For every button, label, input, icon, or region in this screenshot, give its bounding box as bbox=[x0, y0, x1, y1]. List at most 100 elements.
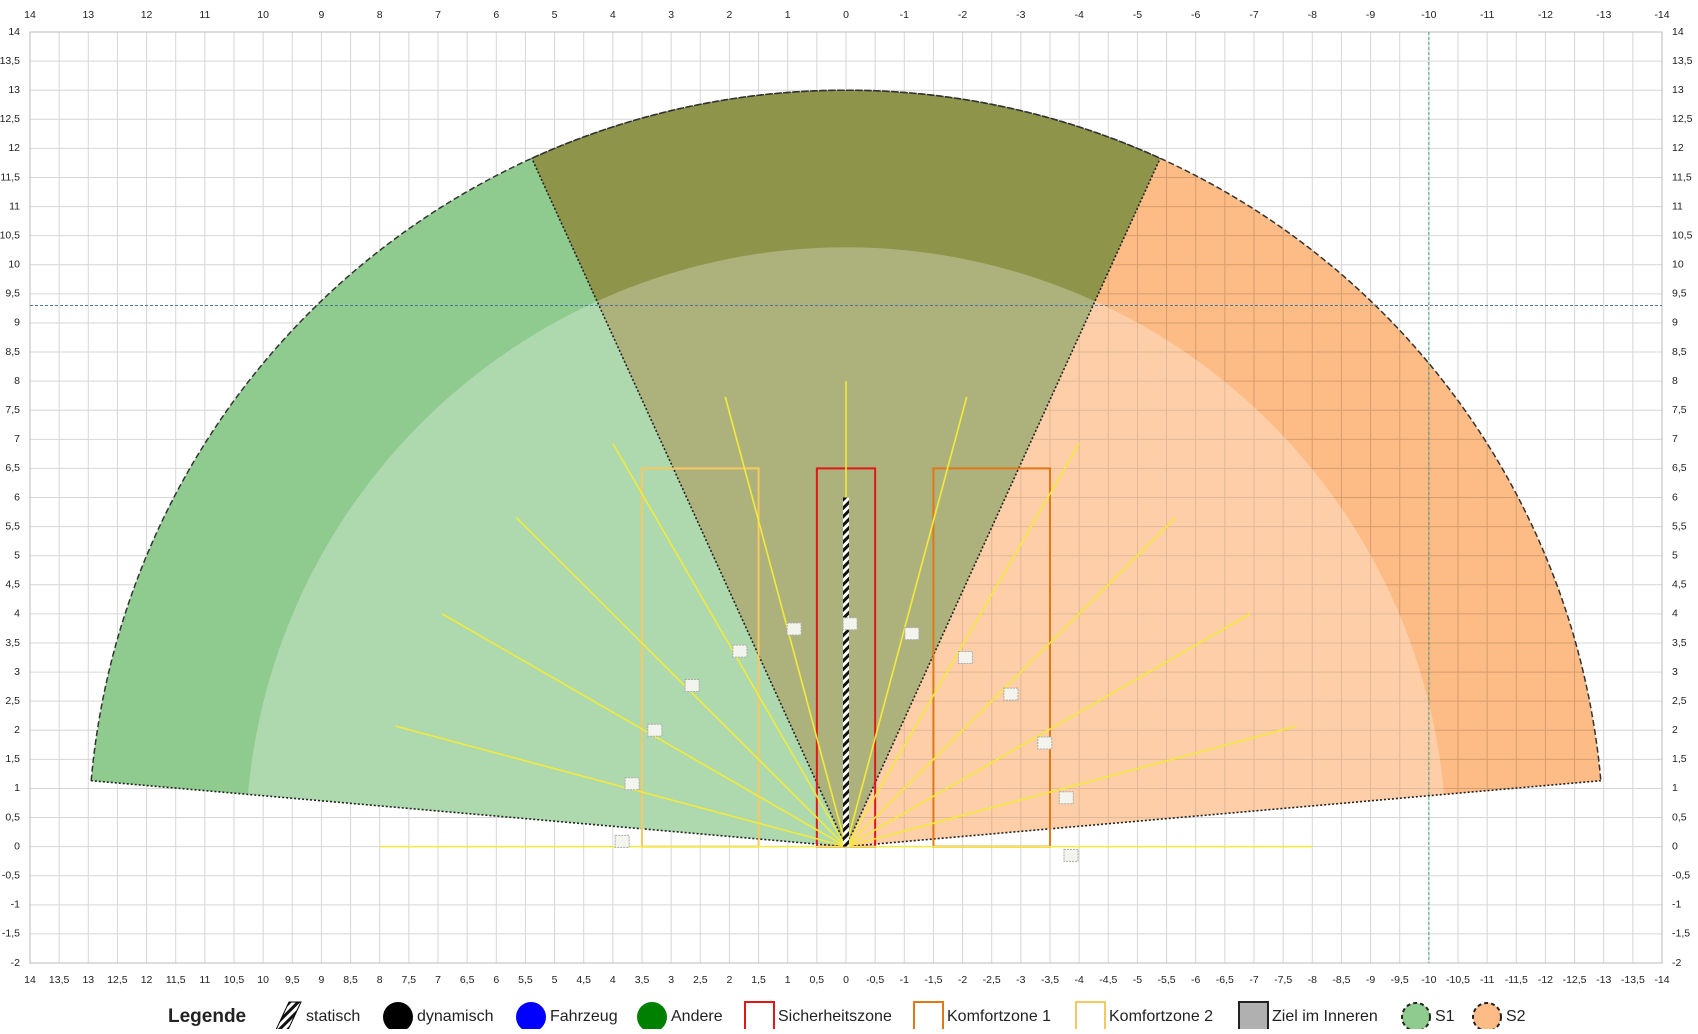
legend-icon bbox=[516, 1002, 546, 1032]
y-tick-label: 12,5 bbox=[0, 113, 20, 125]
y-tick-label-right: 13 bbox=[1672, 84, 1684, 96]
x-tick-label: -14 bbox=[1654, 974, 1669, 986]
target bbox=[647, 723, 663, 737]
y-tick-label-right: 12,5 bbox=[1672, 113, 1693, 125]
x-tick-label-top: 8 bbox=[377, 9, 383, 21]
x-tick-label: -10 bbox=[1421, 974, 1436, 986]
y-tick-label: 13 bbox=[8, 84, 20, 96]
x-tick-label: -3,5 bbox=[1041, 974, 1059, 986]
legend-item: statisch bbox=[274, 1001, 360, 1033]
x-tick-label: -11,5 bbox=[1505, 974, 1528, 986]
y-tick-label: 9 bbox=[14, 317, 20, 329]
y-tick-label: 3,5 bbox=[5, 637, 20, 649]
target bbox=[904, 627, 920, 641]
legend-item: Sicherheitszone bbox=[744, 1001, 892, 1032]
y-tick-label-right: -1,5 bbox=[1672, 928, 1690, 940]
x-tick-label: 6,5 bbox=[460, 974, 475, 986]
y-tick-label: -1,5 bbox=[2, 928, 20, 940]
y-tick-label: 6,5 bbox=[5, 462, 20, 474]
y-tick-label-right: 3,5 bbox=[1672, 637, 1687, 649]
x-tick-label-top: 13 bbox=[82, 9, 94, 21]
sensor-ray bbox=[845, 725, 1297, 848]
y-tick-label-right: 1,5 bbox=[1672, 753, 1687, 765]
legend-icon bbox=[274, 1001, 302, 1033]
y-tick-label: 2 bbox=[14, 724, 20, 736]
x-tick-label: -12 bbox=[1538, 974, 1553, 986]
x-tick-label: -8,5 bbox=[1332, 974, 1350, 986]
y-tick-label: 7,5 bbox=[5, 404, 20, 416]
x-tick-label-top: -7 bbox=[1249, 9, 1258, 21]
legend-icon bbox=[1238, 1001, 1269, 1032]
x-tick-label-top: 1 bbox=[785, 9, 791, 21]
x-tick-label: 2 bbox=[727, 974, 733, 986]
y-tick-label: 9,5 bbox=[5, 288, 20, 300]
y-tick-label: 8,5 bbox=[5, 346, 20, 358]
x-tick-label: -5 bbox=[1133, 974, 1142, 986]
legend-item: Ziel im Inneren bbox=[1238, 1001, 1378, 1032]
y-tick-label-right: -0,5 bbox=[1672, 870, 1690, 882]
legend-item: Komfortzone 1 bbox=[913, 1001, 1051, 1032]
x-tick-label: -13,5 bbox=[1621, 974, 1645, 986]
x-tick-label: 0,5 bbox=[810, 974, 825, 986]
x-tick-label: -9,5 bbox=[1391, 974, 1409, 986]
target bbox=[1058, 791, 1074, 805]
sensor-sector bbox=[531, 90, 1601, 847]
y-tick-label-right: 12 bbox=[1672, 142, 1684, 154]
x-tick-label: 3,5 bbox=[635, 974, 650, 986]
y-tick-label-right: 5 bbox=[1672, 549, 1678, 561]
legend-icon bbox=[637, 1002, 667, 1032]
x-tick-label-top: 14 bbox=[24, 9, 36, 21]
x-tick-label-top: -11 bbox=[1480, 9, 1495, 21]
sensor-ray bbox=[441, 613, 847, 848]
y-tick-label: 2,5 bbox=[5, 695, 20, 707]
x-tick-label-top: -3 bbox=[1016, 9, 1025, 21]
y-tick-label: 8 bbox=[14, 375, 20, 387]
x-tick-label: -4,5 bbox=[1099, 974, 1117, 986]
x-tick-label: 4 bbox=[610, 974, 616, 986]
sensor-ray bbox=[845, 443, 1080, 848]
y-tick-label: 14 bbox=[8, 26, 20, 38]
x-tick-label: -0,5 bbox=[866, 974, 884, 986]
legend-label: Komfortzone 1 bbox=[947, 1008, 1051, 1025]
x-tick-label: 2,5 bbox=[693, 974, 708, 986]
x-tick-label-top: 6 bbox=[493, 9, 499, 21]
x-tick-label: -6,5 bbox=[1216, 974, 1234, 986]
legend-label: Sicherheitszone bbox=[778, 1008, 892, 1025]
x-tick-label: -2,5 bbox=[983, 974, 1001, 986]
y-tick-label-right: 8,5 bbox=[1672, 346, 1687, 358]
x-tick-label: -2 bbox=[958, 974, 967, 986]
x-tick-label: 1,5 bbox=[751, 974, 766, 986]
x-tick-label-top: -4 bbox=[1074, 9, 1083, 21]
x-tick-label: -1,5 bbox=[924, 974, 942, 986]
y-tick-label: -2 bbox=[11, 957, 20, 969]
y-tick-label-right: 0,5 bbox=[1672, 811, 1687, 823]
x-tick-label: -8 bbox=[1308, 974, 1317, 986]
x-tick-label: -6 bbox=[1191, 974, 1200, 986]
x-tick-label-top: -2 bbox=[958, 9, 967, 21]
x-tick-label: 3 bbox=[668, 974, 674, 986]
y-tick-label-right: 1 bbox=[1672, 782, 1678, 794]
x-tick-label: 13 bbox=[82, 974, 94, 986]
y-tick-label: 6 bbox=[14, 491, 20, 503]
x-tick-label-top: 3 bbox=[668, 9, 674, 21]
y-tick-label-right: 5,5 bbox=[1672, 520, 1687, 532]
y-tick-label-right: 11 bbox=[1672, 200, 1683, 212]
x-tick-label: 8 bbox=[377, 974, 383, 986]
x-tick-label-top: -9 bbox=[1366, 9, 1375, 21]
x-tick-label: -7,5 bbox=[1274, 974, 1292, 986]
y-tick-label: 5 bbox=[14, 549, 20, 561]
x-tick-label: -1 bbox=[900, 974, 909, 986]
x-tick-label: 11 bbox=[199, 974, 210, 986]
y-tick-label: -1 bbox=[11, 899, 20, 911]
target bbox=[1063, 848, 1079, 862]
legend-icon bbox=[1472, 1002, 1502, 1032]
y-tick-label-right: 10 bbox=[1672, 259, 1684, 271]
x-tick-label: 4,5 bbox=[576, 974, 591, 986]
sensor-ray bbox=[612, 443, 847, 848]
x-tick-label-top: -1 bbox=[900, 9, 909, 21]
y-tick-label-right: 0 bbox=[1672, 840, 1678, 852]
x-tick-label: -11 bbox=[1480, 974, 1495, 986]
y-tick-label: 3 bbox=[14, 666, 20, 678]
x-tick-label-top: -6 bbox=[1191, 9, 1200, 21]
